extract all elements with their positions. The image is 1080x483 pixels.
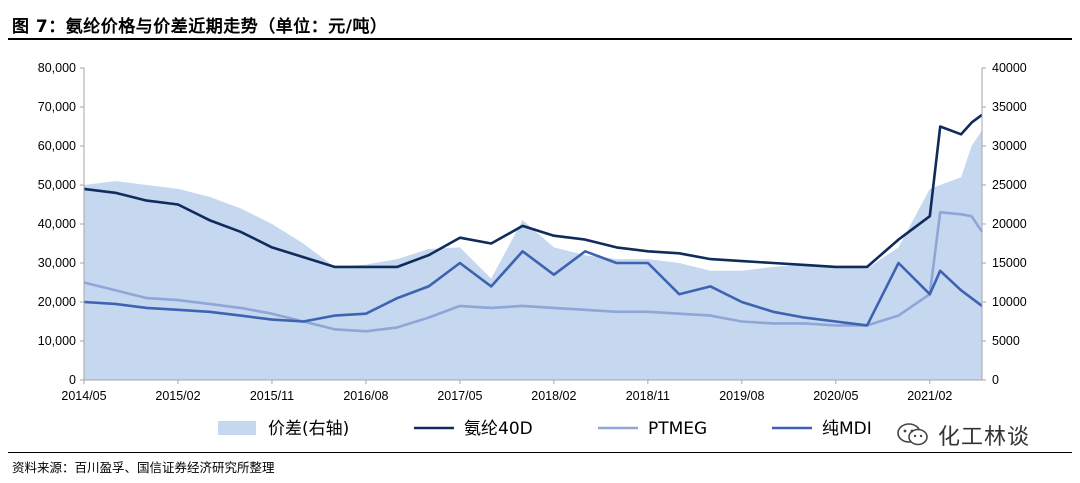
watermark-text: 化工林谈 xyxy=(938,425,1031,450)
title-bar: 图 7：氨纶价格与价差近期走势（单位：元/吨） xyxy=(8,4,1072,40)
source-note: 资料来源：百川盈孚、国信证券经济研究所整理 xyxy=(12,460,275,475)
y-right-tick-label: 15000 xyxy=(992,256,1027,270)
y-right-tick-label: 5000 xyxy=(992,334,1020,348)
legend-label: 氨纶40D xyxy=(464,419,533,439)
y-right-tick-label: 35000 xyxy=(992,100,1027,114)
y-left-tick-label: 40,000 xyxy=(38,217,76,231)
x-tick-label: 2015/11 xyxy=(250,389,294,403)
wechat-icon xyxy=(897,423,928,446)
y-right-tick-label: 0 xyxy=(992,373,999,387)
footer-divider xyxy=(8,452,1072,453)
y-right-tick-label: 30000 xyxy=(992,139,1027,153)
y-right-tick-label: 20000 xyxy=(992,217,1027,231)
y-left-tick-label: 70,000 xyxy=(38,100,76,114)
figure-title: 图 7：氨纶价格与价差近期走势（单位：元/吨） xyxy=(12,17,388,37)
series-area-spread xyxy=(84,130,982,380)
watermark: 化工林谈 xyxy=(896,420,1030,450)
x-tick-label: 2017/05 xyxy=(437,389,482,403)
x-tick-label: 2018/02 xyxy=(531,389,576,403)
x-tick-label: 2021/02 xyxy=(907,389,952,403)
y-left-tick-label: 60,000 xyxy=(38,139,76,153)
x-tick-label: 2016/08 xyxy=(343,389,388,403)
x-tick-label: 2019/08 xyxy=(719,389,764,403)
y-right-tick-label: 25000 xyxy=(992,178,1027,192)
x-tick-label: 2018/11 xyxy=(626,389,670,403)
legend-label: 价差(右轴) xyxy=(268,419,349,439)
x-tick-label: 2015/02 xyxy=(155,389,200,403)
y-left-tick-label: 80,000 xyxy=(38,61,76,75)
x-tick-label: 2014/05 xyxy=(61,389,106,403)
series-line-1 xyxy=(83,113,983,269)
y-left-tick-label: 20,000 xyxy=(38,295,76,309)
legend-label: 纯MDI xyxy=(822,419,872,439)
y-left-tick-label: 50,000 xyxy=(38,178,76,192)
legend-label: PTMEG xyxy=(648,419,707,439)
y-right-tick-label: 40000 xyxy=(992,61,1027,75)
y-left-tick-label: 30,000 xyxy=(38,256,76,270)
y-left-tick-label: 0 xyxy=(69,373,76,387)
legend-swatch-spread xyxy=(218,421,256,435)
y-left-tick-label: 10,000 xyxy=(38,334,76,348)
series-line-2 xyxy=(83,211,984,333)
series-line-3 xyxy=(83,250,983,327)
x-tick-label: 2020/05 xyxy=(813,389,858,403)
y-right-tick-label: 10000 xyxy=(992,295,1027,309)
